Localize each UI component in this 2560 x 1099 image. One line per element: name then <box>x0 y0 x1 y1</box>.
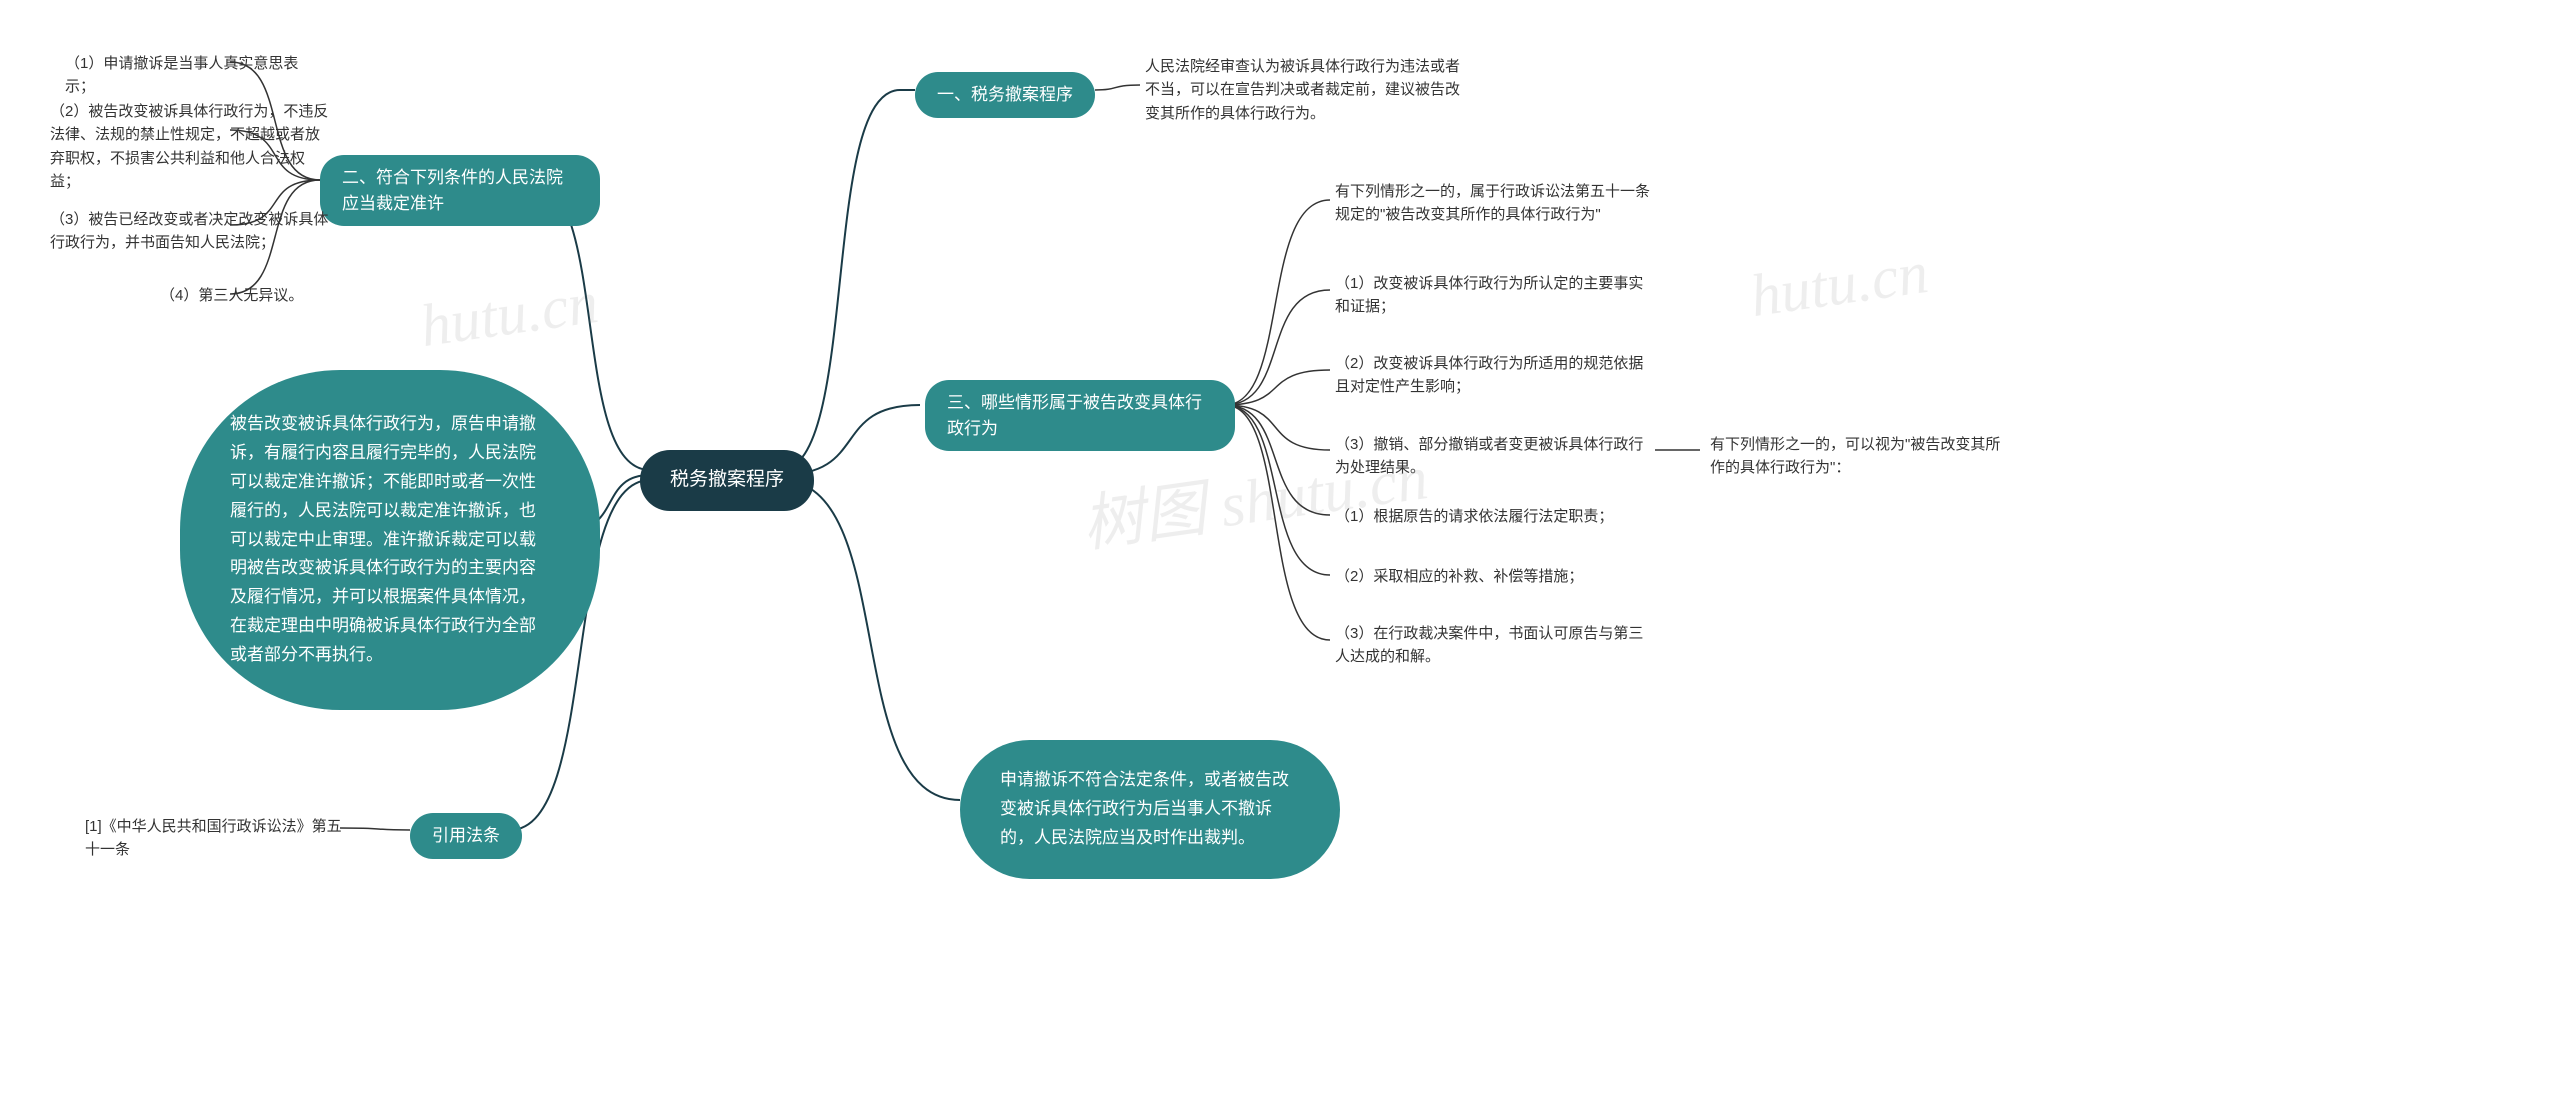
branch-three-label: 三、哪些情形属于被告改变具体行政行为 <box>947 393 1202 438</box>
branch-three-leaf-2: （2）改变被诉具体行政行为所适用的规范依据且对定性产生影响； <box>1335 352 1655 399</box>
root-node[interactable]: 税务撤案程序 <box>640 450 814 511</box>
branch-two-leaf-2: （3）被告已经改变或者决定改变被诉具体行政行为，并书面告知人民法院； <box>50 208 330 255</box>
branch-green-right-text: 申请撤诉不符合法定条件，或者被告改变被诉具体行政行为后当事人不撤诉的，人民法院应… <box>1000 770 1289 847</box>
root-label: 税务撤案程序 <box>670 469 784 490</box>
branch-two-leaf-3: （4）第三人无异议。 <box>160 284 303 307</box>
branch-ref-leaf: [1]《中华人民共和国行政诉讼法》第五十一条 <box>85 815 345 862</box>
branch-ref[interactable]: 引用法条 <box>410 813 522 859</box>
branch-one-label: 一、税务撤案程序 <box>937 85 1073 104</box>
branch-big-left[interactable]: 被告改变被诉具体行政行为，原告申请撤诉，有履行内容且履行完毕的，人民法院可以裁定… <box>180 370 600 710</box>
branch-three-leaf-6: （3）在行政裁决案件中，书面认可原告与第三人达成的和解。 <box>1335 622 1655 669</box>
branch-ref-label: 引用法条 <box>432 826 500 845</box>
branch-three-leaf-0: 有下列情形之一的，属于行政诉讼法第五十一条规定的"被告改变其所作的具体行政行为" <box>1335 180 1655 227</box>
watermark-1: hutu.cn <box>416 268 602 361</box>
branch-two-leaf-1: （2）被告改变被诉具体行政行为，不违反法律、法规的禁止性规定，不超越或者放弃职权… <box>50 100 330 193</box>
branch-three[interactable]: 三、哪些情形属于被告改变具体行政行为 <box>925 380 1235 451</box>
branch-one-leaf: 人民法院经审查认为被诉具体行政行为违法或者不当，可以在宣告判决或者裁定前，建议被… <box>1145 55 1465 125</box>
branch-big-left-text: 被告改变被诉具体行政行为，原告申请撤诉，有履行内容且履行完毕的，人民法院可以裁定… <box>230 414 536 664</box>
branch-three-leaf-4: （1）根据原告的请求依法履行法定职责； <box>1335 505 1613 528</box>
branch-three-leaf-3: （3）撤销、部分撤销或者变更被诉具体行政行为处理结果。 <box>1335 433 1655 480</box>
watermark-3: hutu.cn <box>1746 238 1932 331</box>
branch-three-side-leaf: 有下列情形之一的，可以视为"被告改变其所作的具体行政行为"： <box>1710 433 2010 480</box>
branch-three-leaf-5: （2）采取相应的补救、补偿等措施； <box>1335 565 1583 588</box>
branch-two-leaf-0: （1）申请撤诉是当事人真实意思表示； <box>65 52 315 99</box>
branch-green-right[interactable]: 申请撤诉不符合法定条件，或者被告改变被诉具体行政行为后当事人不撤诉的，人民法院应… <box>960 740 1340 879</box>
branch-two[interactable]: 二、符合下列条件的人民法院应当裁定准许 <box>320 155 600 226</box>
branch-one[interactable]: 一、税务撤案程序 <box>915 72 1095 118</box>
branch-two-label: 二、符合下列条件的人民法院应当裁定准许 <box>342 168 563 213</box>
branch-three-leaf-1: （1）改变被诉具体行政行为所认定的主要事实和证据； <box>1335 272 1655 319</box>
